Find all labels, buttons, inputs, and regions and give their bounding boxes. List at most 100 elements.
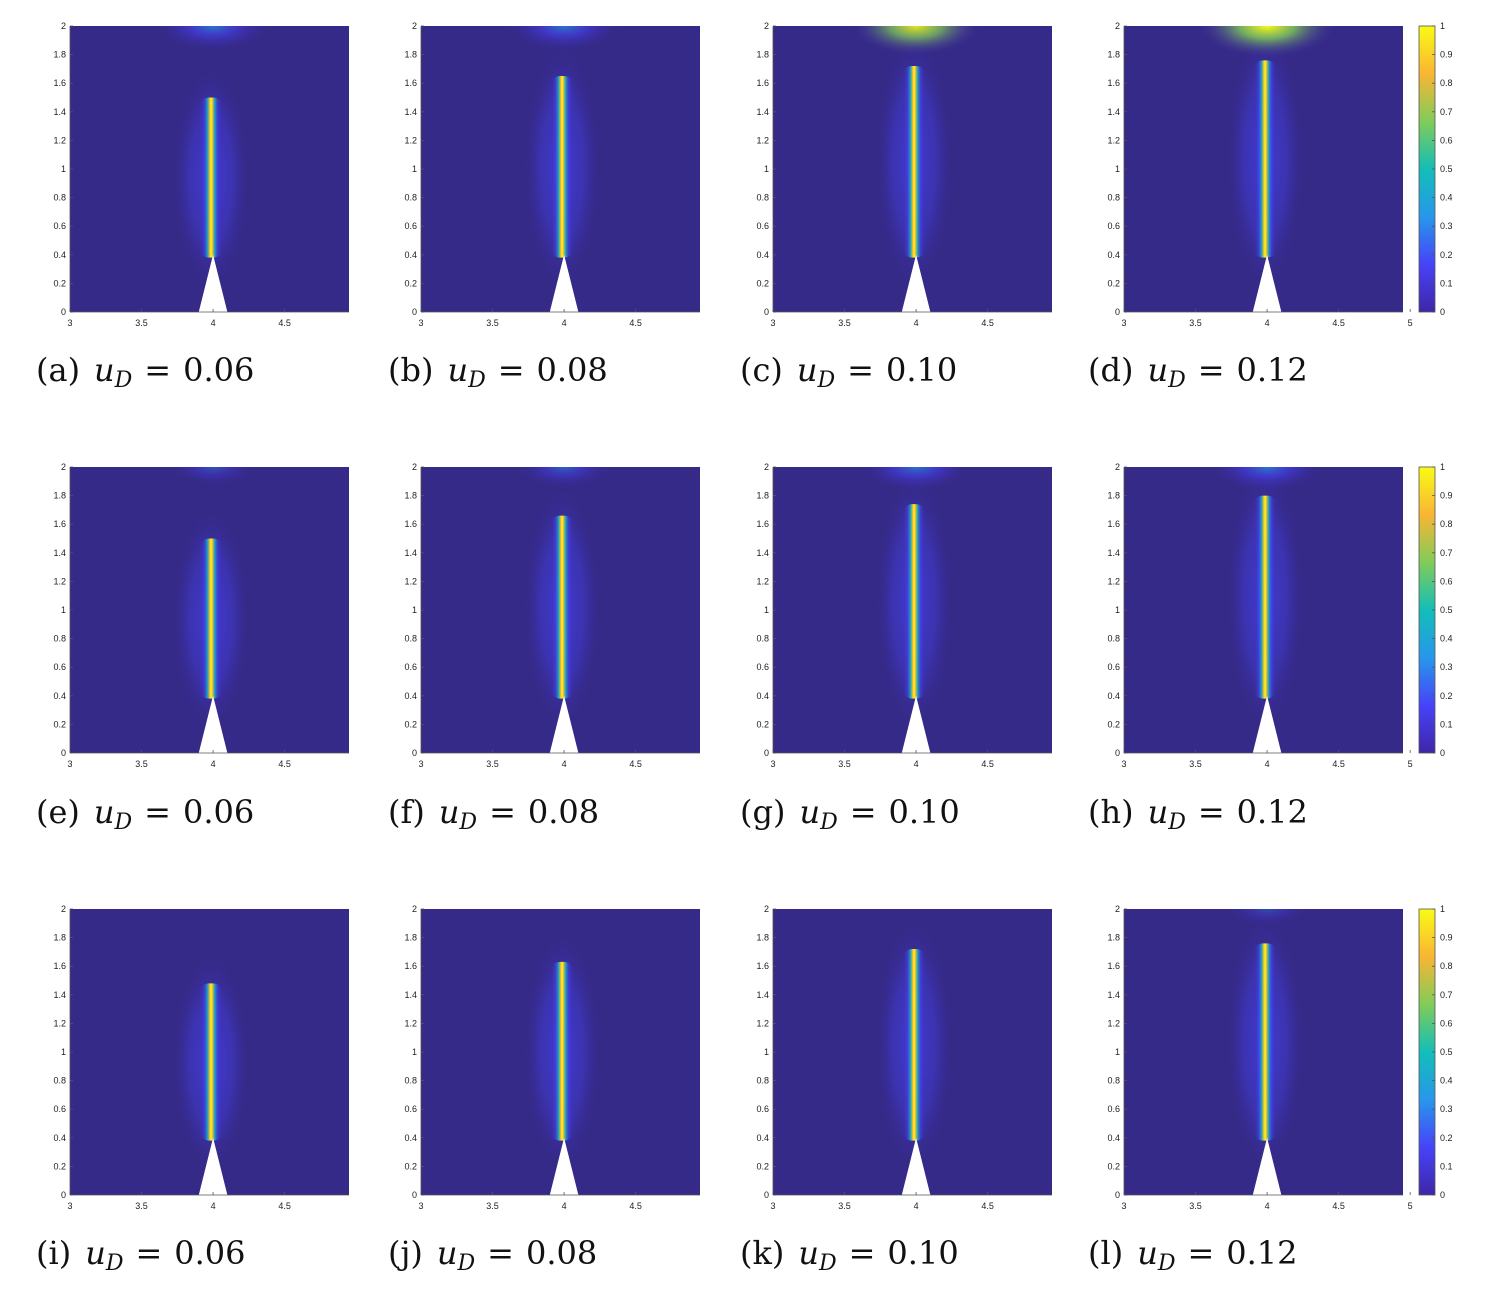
y-tick-label: 1.4 (1107, 990, 1120, 1000)
heatmap-svg: 0 0.2 0.4 0.6 0.8 1 1.2 1.4 1.6 1.8 2 3 3.5 4 4.5 (756, 21, 1052, 328)
heatmap-svg: 0 0.2 0.4 0.6 0.8 1 1.2 1.4 1.6 1.8 2 3 3.5 4 4.5 (756, 462, 1052, 769)
y-tick-label: 0.2 (756, 719, 769, 729)
top-plume (861, 467, 972, 491)
x-tick-label: 4.5 (981, 759, 994, 769)
colorbar-tick-label: 1 (1440, 21, 1445, 31)
colorbar-tick-label: 0.4 (1440, 634, 1453, 644)
caption-subscript: D (1168, 810, 1186, 835)
y-tick-label: 2 (764, 21, 769, 31)
panel-caption: (b) uD = 0.08 (388, 354, 608, 392)
y-tick-label: 1.2 (756, 576, 769, 586)
y-tick-label: 1 (764, 605, 769, 615)
caption-variable: u (438, 793, 460, 831)
caption-label: (d) (1088, 351, 1134, 389)
caption-equals: = (489, 793, 516, 831)
colorbar-tick-label: 0.9 (1440, 50, 1453, 60)
y-tick-label: 1.2 (404, 576, 417, 586)
caption-label: (e) (36, 793, 80, 831)
colorbar-tick-label: 0.3 (1440, 221, 1453, 231)
caption-value: 0.08 (525, 1234, 598, 1272)
y-tick-label: 1.2 (404, 1018, 417, 1028)
y-tick-label: 1 (61, 1047, 66, 1057)
x-tick-label: 4.5 (278, 318, 291, 328)
y-tick-label: 0.6 (53, 662, 66, 672)
y-tick-label: 2 (1115, 21, 1120, 31)
x-tick-label: 3 (418, 318, 423, 328)
heatmap-svg: 0 0.2 0.4 0.6 0.8 1 1.2 1.4 1.6 1.8 2 3 3.5 4 4.5 (53, 462, 349, 769)
streamer-channel (199, 97, 224, 258)
y-tick-label: 0.2 (404, 719, 417, 729)
y-tick-label: 1 (61, 164, 66, 174)
heatmap-svg: 0 0.2 0.4 0.6 0.8 1 1.2 1.4 1.6 1.8 2 3 3.5 4 4.5 (53, 904, 349, 1211)
colorbar-tick-label: 0.1 (1440, 278, 1453, 288)
caption-value: 0.10 (887, 1234, 959, 1272)
x-tick-label: 3.5 (486, 1201, 499, 1211)
y-tick-label: 0.8 (756, 1076, 769, 1086)
top-plume (1210, 467, 1324, 492)
top-plume (507, 26, 621, 51)
y-tick-label: 1.6 (756, 961, 769, 971)
colorbar-tick-label: 0.2 (1440, 1133, 1453, 1143)
x-tick-label: 3.5 (1189, 1201, 1202, 1211)
y-tick-label: 1.8 (1107, 933, 1120, 943)
colorbar-tick-label: 0.2 (1440, 250, 1453, 260)
top-plume (1225, 909, 1309, 926)
heatmap-svg: 0 0.2 0.4 0.6 0.8 1 1.2 1.4 1.6 1.8 2 3 3.5 4 4.5 (756, 904, 1052, 1211)
panel-caption: (g) uD = 0.10 (740, 796, 960, 834)
x-tick-label: 3 (1121, 759, 1126, 769)
y-tick-label: 1.4 (756, 990, 769, 1000)
y-tick-label: 0 (412, 1190, 417, 1200)
streamer-channel (199, 983, 224, 1141)
caption-variable: u (85, 1234, 106, 1272)
y-tick-label: 1.4 (53, 990, 66, 1000)
y-tick-label: 0 (1115, 748, 1120, 758)
caption-label: (h) (1088, 793, 1134, 831)
colorbar-tick-label: 0.8 (1440, 78, 1453, 88)
y-tick-label: 1 (412, 1047, 417, 1057)
x-tick-label: 4.5 (629, 1201, 642, 1211)
y-tick-label: 1.6 (404, 519, 417, 529)
y-tick-label: 0.2 (1107, 1161, 1120, 1171)
heatmap-svg: 0 0.2 0.4 0.6 0.8 1 1.2 1.4 1.6 1.8 2 3 3.5 4 4.5 5 0 0.1… (1107, 904, 1453, 1211)
y-tick-label: 0.6 (1107, 1104, 1120, 1114)
panel-caption: (j) uD = 0.08 (388, 1237, 597, 1275)
y-tick-label: 0.4 (1107, 250, 1120, 260)
y-tick-label: 1.8 (53, 933, 66, 943)
electrode-tip (901, 254, 931, 312)
y-tick-label: 0.8 (404, 193, 417, 203)
x-tick-label: 4 (914, 318, 919, 328)
top-plume (1197, 26, 1338, 58)
y-tick-label: 0 (764, 307, 769, 317)
electrode-tip (549, 1137, 579, 1195)
y-tick-label: 0.4 (404, 691, 417, 701)
x-tick-label: 4 (1265, 1201, 1270, 1211)
y-tick-label: 0 (61, 748, 66, 758)
heatmap-svg: 0 0.2 0.4 0.6 0.8 1 1.2 1.4 1.6 1.8 2 3 3.5 4 4.5 (53, 21, 349, 328)
y-tick-label: 1.8 (756, 933, 769, 943)
colorbar-tick-label: 0.6 (1440, 576, 1453, 586)
panel-caption: (a) uD = 0.06 (36, 354, 254, 392)
streamer-channel (1253, 943, 1278, 1141)
caption-subscript: D (818, 1251, 837, 1276)
y-tick-label: 2 (1115, 462, 1120, 472)
top-plume (156, 26, 270, 51)
y-tick-label: 0 (1115, 1190, 1120, 1200)
colorbar-tick-label: 0.1 (1440, 1161, 1453, 1171)
colorbar-tick-label: 0 (1440, 1190, 1445, 1200)
streamer-channel (1253, 60, 1278, 258)
caption-equals: = (497, 351, 525, 389)
y-tick-label: 2 (412, 904, 417, 914)
colorbar-tick-label: 0.4 (1440, 1076, 1453, 1086)
heatmap-panel: 0 0.2 0.4 0.6 0.8 1 1.2 1.4 1.6 1.8 2 3 3.5 4 4.5 (391, 903, 706, 1223)
electrode-tip (901, 1137, 931, 1195)
electrode-tip (1252, 1137, 1282, 1195)
heatmap-svg: 0 0.2 0.4 0.6 0.8 1 1.2 1.4 1.6 1.8 2 3 3.5 4 4.5 5 0 0.1… (1107, 21, 1453, 328)
y-tick-label: 0.2 (53, 278, 66, 288)
y-tick-label: 0 (412, 307, 417, 317)
x-tick-label: 3.5 (486, 759, 499, 769)
y-tick-label: 1.2 (404, 135, 417, 145)
y-tick-label: 0.6 (53, 221, 66, 231)
heatmap-svg: 0 0.2 0.4 0.6 0.8 1 1.2 1.4 1.6 1.8 2 3 3.5 4 4.5 5 0 0.1… (1107, 462, 1453, 769)
x-tick-label: 3.5 (1189, 318, 1202, 328)
colorbar-tick-label: 0.9 (1440, 933, 1453, 943)
